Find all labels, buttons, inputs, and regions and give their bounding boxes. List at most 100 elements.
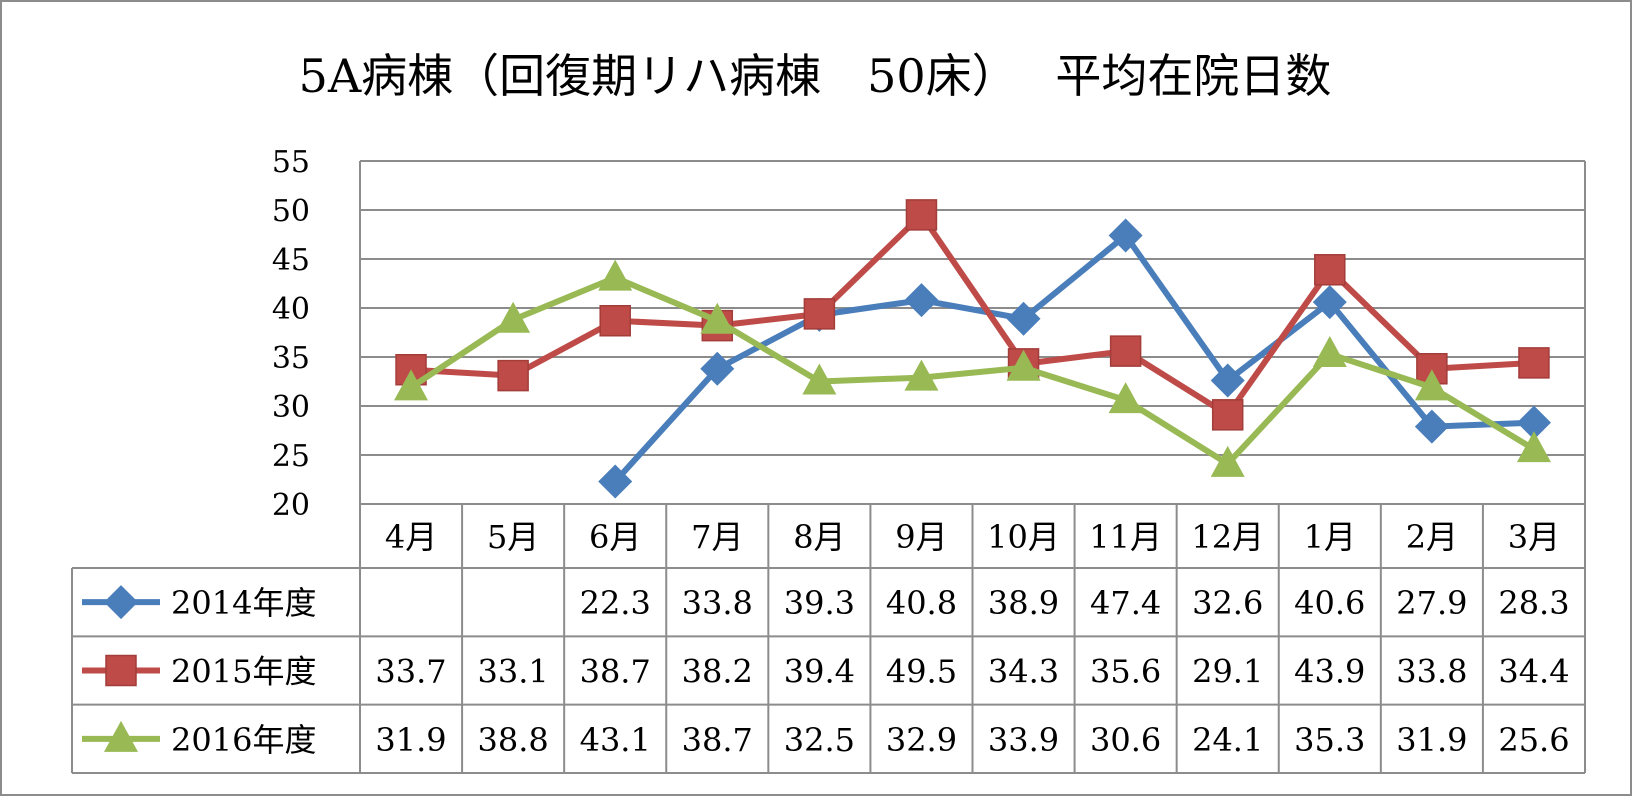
data-value-cell: 33.8 bbox=[682, 584, 753, 622]
data-point bbox=[1006, 349, 1041, 381]
series-3 bbox=[394, 259, 1551, 477]
x-category-label: 7月 bbox=[691, 518, 743, 556]
data-value-cell: 27.9 bbox=[1396, 584, 1467, 622]
legend-series-name: 2014年度 bbox=[171, 584, 316, 622]
legend-series-name: 2015年度 bbox=[171, 653, 316, 691]
data-point bbox=[1516, 431, 1551, 463]
data-point bbox=[1518, 347, 1550, 379]
y-tick-label: 45 bbox=[272, 243, 310, 278]
data-table: 4月 5月 6月 7月 8月 9月 10月 11月 12月 1月 2月 3月 2014年度 22.3 33.… bbox=[71, 504, 1586, 774]
y-tick-label: 40 bbox=[272, 292, 310, 327]
data-point bbox=[1414, 409, 1449, 444]
legend-series-name: 2016年度 bbox=[171, 721, 316, 759]
series-2 bbox=[395, 199, 1550, 431]
series-line bbox=[409, 274, 1536, 467]
x-category-label: 10月 bbox=[987, 518, 1060, 556]
data-value-cell: 22.3 bbox=[580, 584, 651, 622]
data-point bbox=[1516, 405, 1551, 440]
y-tick-label: 35 bbox=[272, 341, 310, 376]
data-point bbox=[394, 369, 429, 401]
data-value-cell: 43.9 bbox=[1294, 653, 1365, 691]
y-tick-label: 25 bbox=[272, 439, 310, 474]
y-tick-label: 30 bbox=[272, 390, 310, 425]
data-value-cell: 38.8 bbox=[478, 721, 549, 759]
x-category-label: 5月 bbox=[487, 518, 539, 556]
data-point bbox=[700, 351, 735, 386]
y-tick-label: 55 bbox=[272, 145, 310, 180]
data-value-cell: 28.3 bbox=[1498, 584, 1569, 622]
data-point bbox=[1314, 254, 1346, 286]
legend-key-marker bbox=[105, 654, 137, 687]
data-value-cell: 35.6 bbox=[1090, 653, 1161, 691]
data-point bbox=[803, 298, 836, 330]
data-value-cell: 31.9 bbox=[375, 721, 446, 759]
series-layer bbox=[394, 199, 1551, 499]
series-1 bbox=[598, 218, 1551, 499]
data-point bbox=[905, 199, 938, 231]
x-category-label: 9月 bbox=[895, 518, 947, 556]
data-point bbox=[496, 301, 531, 333]
series-line bbox=[410, 211, 1535, 418]
data-point bbox=[802, 363, 837, 395]
data-value-cell: 32.6 bbox=[1192, 584, 1263, 622]
data-value-cell: 34.4 bbox=[1498, 653, 1569, 691]
series-line bbox=[612, 232, 1535, 484]
x-category-label: 11月 bbox=[1089, 518, 1162, 556]
data-value-cell: 38.9 bbox=[988, 584, 1059, 622]
data-value-cell: 35.3 bbox=[1294, 721, 1365, 759]
data-value-cell: 33.1 bbox=[478, 653, 549, 691]
data-value-cell: 29.1 bbox=[1192, 653, 1263, 691]
data-value-cell: 49.5 bbox=[886, 653, 957, 691]
data-value-cell: 34.3 bbox=[988, 653, 1059, 691]
x-category-label: 8月 bbox=[793, 518, 845, 556]
x-category-label: 3月 bbox=[1508, 518, 1560, 556]
y-tick-label: 50 bbox=[272, 194, 310, 229]
data-value-cell: 32.9 bbox=[886, 721, 957, 759]
chart-title: 5A病棟（回復期リハ病棟 50床） 平均在院日数 bbox=[299, 49, 1332, 103]
data-point bbox=[1312, 336, 1347, 368]
data-point bbox=[904, 359, 939, 391]
x-category-label: 2月 bbox=[1406, 518, 1458, 556]
data-value-cell: 39.4 bbox=[784, 653, 855, 691]
data-point bbox=[1109, 335, 1142, 367]
data-point bbox=[904, 283, 939, 318]
x-category-label: 1月 bbox=[1304, 518, 1356, 556]
legend-key-marker bbox=[104, 720, 138, 752]
data-point bbox=[1210, 363, 1245, 398]
data-point bbox=[1006, 301, 1041, 336]
data-point bbox=[497, 359, 529, 392]
data-point bbox=[598, 464, 633, 499]
data-point bbox=[1210, 445, 1245, 477]
data-point bbox=[700, 302, 735, 334]
data-value-cell: 40.6 bbox=[1294, 584, 1365, 622]
data-value-cell: 47.4 bbox=[1090, 584, 1161, 622]
data-value-cell: 30.6 bbox=[1090, 721, 1161, 759]
x-category-label: 12月 bbox=[1191, 518, 1264, 556]
x-category-label: 4月 bbox=[385, 518, 437, 556]
data-value-cell: 32.5 bbox=[784, 721, 855, 759]
data-point bbox=[1108, 382, 1143, 414]
data-value-cell: 39.3 bbox=[784, 584, 855, 622]
data-value-cell: 43.1 bbox=[580, 721, 651, 759]
data-point bbox=[1211, 399, 1244, 431]
data-value-cell: 38.7 bbox=[580, 653, 651, 691]
data-value-cell: 38.2 bbox=[682, 653, 753, 691]
data-value-cell: 38.7 bbox=[682, 721, 753, 759]
y-axis-ticks: 20 25 30 35 40 45 50 55 bbox=[272, 145, 310, 523]
data-value-cell: 33.9 bbox=[988, 721, 1059, 759]
data-value-cell: 33.8 bbox=[1396, 653, 1467, 691]
data-value-cell: 25.6 bbox=[1498, 721, 1569, 759]
data-value-cell: 40.8 bbox=[886, 584, 957, 622]
data-point bbox=[599, 304, 631, 337]
data-value-cell: 31.9 bbox=[1396, 721, 1467, 759]
x-category-label: 6月 bbox=[589, 518, 641, 556]
legend-key-marker bbox=[104, 585, 138, 620]
y-tick-label: 20 bbox=[272, 488, 310, 523]
data-point bbox=[598, 259, 633, 291]
data-point bbox=[1108, 218, 1143, 253]
data-value-cell: 24.1 bbox=[1192, 721, 1263, 759]
data-point bbox=[1414, 369, 1449, 401]
data-value-cell: 33.7 bbox=[375, 653, 446, 691]
